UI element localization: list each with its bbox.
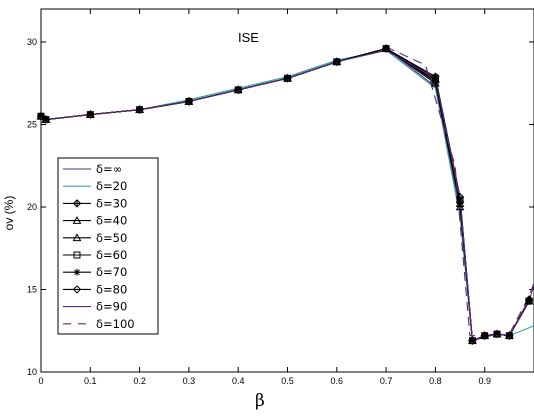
legend-label: δ=30 [96, 196, 127, 210]
star-marker [234, 86, 242, 94]
star-marker [468, 337, 476, 345]
star-marker [185, 97, 193, 105]
x-tick-label: 0.5 [281, 376, 294, 386]
y-tick-label: 10 [27, 367, 37, 377]
legend-label: δ=60 [96, 248, 127, 262]
x-tick-label: 0.1 [84, 376, 97, 386]
diamond-marker [184, 97, 194, 106]
y-tick-label: 25 [27, 120, 37, 130]
series-line [40, 49, 530, 342]
legend: δ=∞ δ=20 δ=30 δ=40 δ=50 δ=60 δ=70 δ=80 δ=90 δ=100 [57, 157, 159, 335]
legend-label: δ=20 [96, 179, 127, 193]
y-tick-label: 15 [27, 285, 37, 295]
star-marker [382, 45, 390, 53]
triangle-marker [72, 216, 82, 224]
x-tick-label: 0.9 [478, 376, 491, 386]
square-marker [73, 251, 81, 259]
legend-label: δ=80 [96, 282, 127, 296]
star-stroke [74, 269, 80, 276]
diamond-marker [36, 112, 46, 121]
diamond-marker [468, 336, 477, 345]
diamond-marker [505, 331, 514, 340]
star-marker [73, 268, 81, 276]
series-lines [40, 46, 534, 342]
diamond-marker [455, 192, 465, 202]
triangle-marker [72, 233, 82, 242]
star-marker [505, 332, 513, 340]
diamond-marker [492, 329, 502, 339]
diamond-marker [86, 110, 95, 119]
x-tick-label: 0.8 [429, 376, 442, 386]
legend-box [57, 157, 159, 335]
star-marker [86, 111, 94, 119]
y-tick-label: 30 [27, 37, 37, 47]
diamond-plus-marker [72, 199, 82, 208]
diamond-marker [41, 115, 51, 124]
diamond-marker [72, 285, 82, 294]
y-tick-label: 20 [27, 202, 37, 212]
legend-label: δ=∞ [96, 162, 122, 176]
x-tick-label: 0.3 [183, 376, 196, 386]
star-stroke [526, 298, 532, 304]
triangle-marker [431, 75, 440, 84]
x-axis-label: β [255, 391, 265, 411]
series-markers [36, 44, 534, 345]
star-marker [431, 73, 439, 81]
diamond-marker [332, 57, 342, 67]
legend-label: δ=100 [96, 317, 135, 331]
star-marker [136, 106, 144, 114]
star-marker [481, 332, 489, 340]
x-tick-label: 0 [38, 376, 43, 386]
diamond-marker [381, 44, 391, 53]
legend-label: δ=50 [96, 231, 127, 245]
star-marker [493, 330, 501, 338]
diamond-marker [283, 74, 292, 83]
diamond-marker [524, 295, 534, 304]
axis-ticks: 0 0.1 0.2 0.3 0.4 0.5 0.6 0.7 0.8 0.9 10 15 20 25 30 [27, 9, 534, 386]
chart-title: ISE [238, 30, 259, 45]
legend-label: δ=40 [96, 214, 127, 228]
star-stroke [457, 195, 463, 202]
star-marker [333, 58, 341, 66]
x-tick-label: 0.7 [380, 376, 393, 386]
x-tick-label: 0.2 [133, 376, 146, 386]
diamond-marker [480, 331, 489, 340]
y-axis-label: ov (%) [2, 196, 16, 231]
legend-label: δ=70 [96, 265, 127, 279]
x-tick-label: 0.6 [331, 376, 344, 386]
x-tick-label: 0.4 [232, 376, 245, 386]
star-marker [284, 74, 291, 82]
diamond-marker [431, 72, 440, 81]
diamond-marker [135, 105, 144, 114]
legend-label: δ=90 [96, 300, 127, 314]
diamond-marker [233, 85, 243, 95]
